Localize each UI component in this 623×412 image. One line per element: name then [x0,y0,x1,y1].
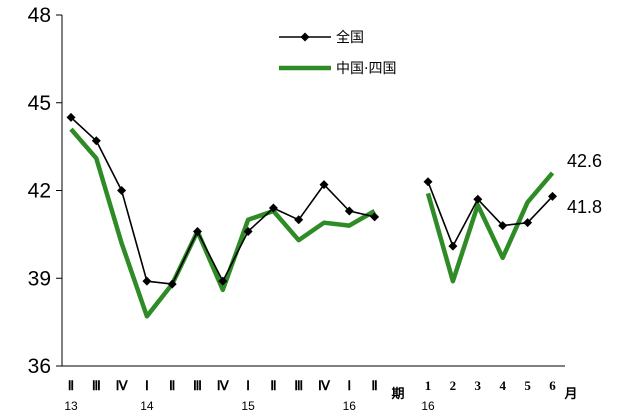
x-tick-label: 4 [499,378,506,393]
series-line-chugoku-shikoku [69,127,376,319]
data-point-national [66,112,76,122]
x-tick-label: Ⅱ [68,378,74,393]
series-line-chugoku-shikoku [425,171,555,284]
x-tick-label: Ⅱ [270,378,276,393]
data-point-national [91,136,101,146]
data-point-national [243,226,253,236]
x-tick-label: Ⅰ [246,378,250,393]
series-line-national [70,116,375,285]
x-year-label: 16 [421,399,435,412]
x-tick-label: Ⅲ [193,378,202,393]
end-label-chugoku-shikoku: 42.6 [567,151,602,171]
x-tick-label: 3 [475,378,482,393]
x-tick-label: Ⅰ [347,378,351,393]
y-ticks: 36 39 42 45 48 [28,4,62,378]
data-point-national [218,276,228,286]
legend-label-national: 全国 [336,29,364,46]
x-tick-label: Ⅱ [169,378,175,393]
data-point-national [294,215,304,225]
legend-label-chugoku-shikoku: 中国·四国 [336,61,396,77]
data-point-national [448,241,458,251]
data-point-national [370,212,380,222]
end-label-national: 41.8 [567,197,602,217]
y-tick-label: 42 [28,180,51,203]
data-point-national [193,226,202,236]
data-point-national [473,194,483,204]
x-tick-label: 5 [524,378,531,393]
y-tick-label: 48 [28,4,51,27]
data-point-national [423,177,433,187]
data-point-national [268,203,278,213]
x-tick-label: Ⅲ [92,378,101,393]
data-point-national [142,276,152,286]
data-point-national [498,221,508,231]
y-tick-label: 36 [28,355,51,378]
legend-item-chugoku-shikoku: 中国·四国 [279,61,396,77]
x-year-label: 13 [64,399,78,412]
x-tick-label: Ⅳ [318,378,331,393]
data-point-national [523,218,533,228]
data-point-national [117,186,127,195]
y-tick-label: 45 [28,92,51,115]
x-year-label: 15 [241,399,255,412]
data-point-national [548,191,557,201]
x-unit-label: 月 [563,387,577,402]
legend: 全国 中国·四国 [279,29,396,77]
x-tick-label: 2 [450,378,457,393]
x-tick-label: Ⅲ [294,378,303,393]
x-year-label: 16 [343,399,357,412]
series-layer [66,112,557,319]
x-year-label: 14 [140,399,154,412]
x-tick-label: Ⅱ [371,378,377,393]
series-line-national [427,181,554,247]
x-tick-label: 6 [549,378,556,393]
y-tick-label: 39 [28,267,51,290]
x-tick-label: Ⅰ [145,378,149,393]
x-tick-label: 1 [425,378,432,393]
data-point-national [344,206,354,216]
data-point-national [319,180,329,190]
data-point-national [167,279,177,289]
legend-diamond-marker [300,32,310,42]
x-tick-label: Ⅳ [217,378,230,393]
legend-item-national: 全国 [279,29,364,46]
x-tick-label: Ⅳ [116,378,129,393]
x-unit-label: 期 [391,387,404,402]
